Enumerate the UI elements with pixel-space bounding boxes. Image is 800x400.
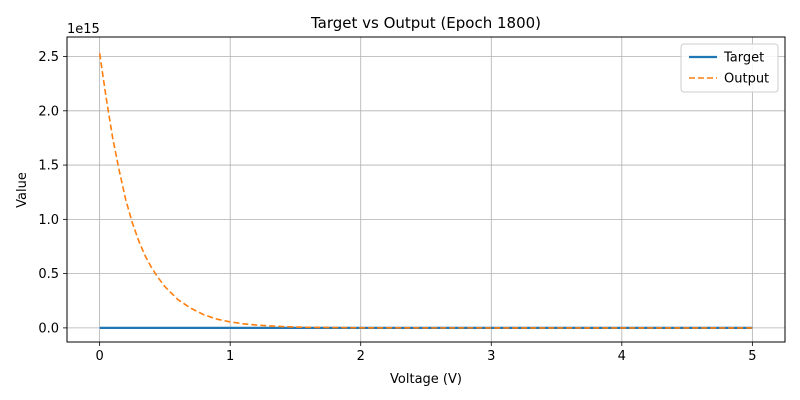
- y-tick-label: 2.5: [38, 50, 59, 65]
- legend-label-output: Output: [724, 72, 769, 87]
- series-lines: [98, 53, 753, 329]
- y-tick-label: 1.5: [38, 159, 59, 174]
- y-offset-label: 1e15: [67, 22, 100, 37]
- y-tick-label: 0.5: [38, 267, 59, 282]
- tick-marks: 0 1 2 3 4 5 0.0 0.5 1.0 1.5 2.0 2.5: [38, 50, 756, 364]
- y-tick-label: 1.0: [38, 213, 59, 228]
- y-tick-label: 0.0: [38, 321, 59, 336]
- y-axis-label: Value: [15, 172, 30, 208]
- chart-title: Target vs Output (Epoch 1800): [310, 14, 541, 32]
- legend: Target Output: [680, 43, 779, 93]
- x-tick-label: 4: [618, 349, 626, 364]
- x-tick-label: 1: [226, 349, 234, 364]
- x-tick-label: 2: [357, 349, 365, 364]
- legend-label-target: Target: [723, 51, 764, 66]
- y-tick-label: 2.0: [38, 104, 59, 119]
- plot-area-frame: [66, 36, 786, 343]
- x-tick-label: 3: [487, 349, 495, 364]
- x-axis-label: Voltage (V): [390, 372, 462, 387]
- series-line-output: [98, 53, 753, 329]
- x-tick-label: 0: [95, 349, 103, 364]
- x-tick-label: 5: [748, 349, 756, 364]
